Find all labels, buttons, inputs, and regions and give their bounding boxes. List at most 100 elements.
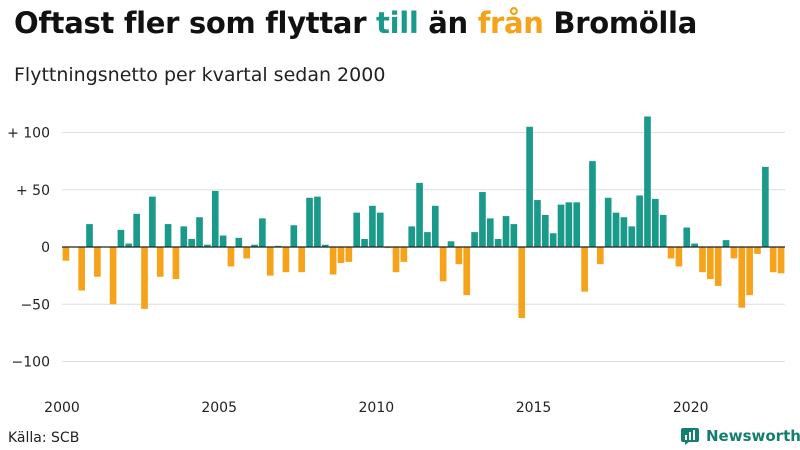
bar — [573, 202, 581, 247]
bar — [675, 247, 683, 267]
bar — [400, 247, 408, 262]
bar — [455, 247, 463, 265]
brand-name: Newsworthy — [706, 427, 800, 445]
bar — [667, 247, 675, 259]
source-note: Källa: SCB — [8, 430, 80, 446]
bar — [259, 218, 266, 247]
bar — [94, 247, 101, 277]
bar — [707, 247, 714, 280]
bar — [644, 116, 651, 247]
bar — [321, 244, 329, 247]
bar — [369, 205, 376, 247]
bar — [691, 243, 698, 247]
bar — [353, 212, 361, 247]
bar — [141, 247, 148, 309]
bar — [243, 247, 251, 259]
bar — [86, 224, 93, 247]
bar — [314, 196, 321, 247]
bar — [596, 247, 604, 265]
bar — [251, 244, 258, 247]
chart-title: Oftast fler som flyttar till än från Bro… — [14, 6, 697, 40]
bar — [219, 235, 227, 247]
bar — [392, 247, 400, 273]
bar — [683, 227, 691, 247]
bar-chart-logo-icon — [681, 428, 699, 445]
x-tick-label: 2010 — [359, 400, 395, 416]
bar — [290, 225, 298, 247]
bar — [424, 232, 431, 247]
bar — [188, 238, 195, 247]
bar — [227, 247, 235, 267]
bar — [722, 240, 730, 247]
x-tick-label: 2005 — [201, 400, 237, 416]
bar — [589, 161, 596, 247]
bar — [526, 126, 533, 247]
bar — [738, 247, 746, 308]
bar — [659, 214, 667, 247]
bar — [117, 229, 125, 247]
bar — [510, 224, 518, 247]
bar — [612, 212, 620, 247]
bar — [746, 247, 753, 296]
bar — [777, 247, 785, 274]
bar — [211, 190, 219, 247]
bar — [541, 214, 549, 247]
brand-logo: Newsworthy — [680, 426, 800, 446]
bar — [534, 200, 541, 247]
bar — [266, 247, 274, 276]
bar — [125, 243, 133, 247]
bar — [581, 247, 588, 292]
bar — [604, 197, 612, 247]
bar — [754, 247, 761, 254]
bar — [235, 237, 243, 247]
bar — [172, 247, 180, 280]
bar — [620, 217, 628, 247]
bar — [337, 247, 345, 264]
bar — [78, 247, 85, 291]
title-part-5: Bromölla — [543, 6, 697, 40]
bar — [762, 166, 769, 247]
bar — [494, 238, 502, 247]
bar — [502, 216, 510, 247]
title-word-fran: från — [477, 6, 544, 40]
bar — [769, 247, 777, 273]
title-word-till: till — [376, 6, 419, 40]
bar — [204, 244, 211, 247]
bar — [306, 197, 313, 247]
bar — [431, 205, 439, 247]
bar — [439, 247, 447, 282]
bar — [714, 247, 722, 286]
bar — [565, 202, 573, 247]
bar — [518, 247, 526, 318]
bar — [329, 247, 337, 275]
bar — [133, 213, 140, 247]
bar — [298, 247, 306, 273]
bar — [557, 204, 565, 247]
y-tick-label: 0 — [41, 240, 50, 256]
bar — [463, 247, 471, 296]
bar — [408, 226, 416, 247]
bar — [376, 212, 384, 247]
bar — [447, 241, 455, 247]
y-tick-label: + 100 — [7, 126, 50, 142]
bar — [282, 247, 290, 273]
bar — [149, 196, 156, 247]
bar — [549, 233, 557, 247]
bar — [471, 232, 478, 247]
x-tick-label: 2015 — [516, 400, 552, 416]
bar — [416, 182, 423, 247]
bar — [628, 226, 636, 247]
bar — [652, 198, 659, 247]
bar — [636, 195, 643, 247]
bar — [345, 247, 353, 262]
bar — [164, 224, 172, 247]
title-part-3: än — [418, 6, 478, 40]
bar — [62, 247, 70, 261]
title-part-1: Oftast fler som flyttar — [14, 6, 376, 40]
y-tick-label: −50 — [20, 297, 50, 313]
chart-subtitle: Flyttningsnetto per kvartal sedan 2000 — [14, 64, 386, 86]
bar — [156, 247, 164, 277]
x-tick-label: 2020 — [673, 400, 709, 416]
y-tick-label: −100 — [12, 355, 50, 371]
bar — [109, 247, 117, 305]
